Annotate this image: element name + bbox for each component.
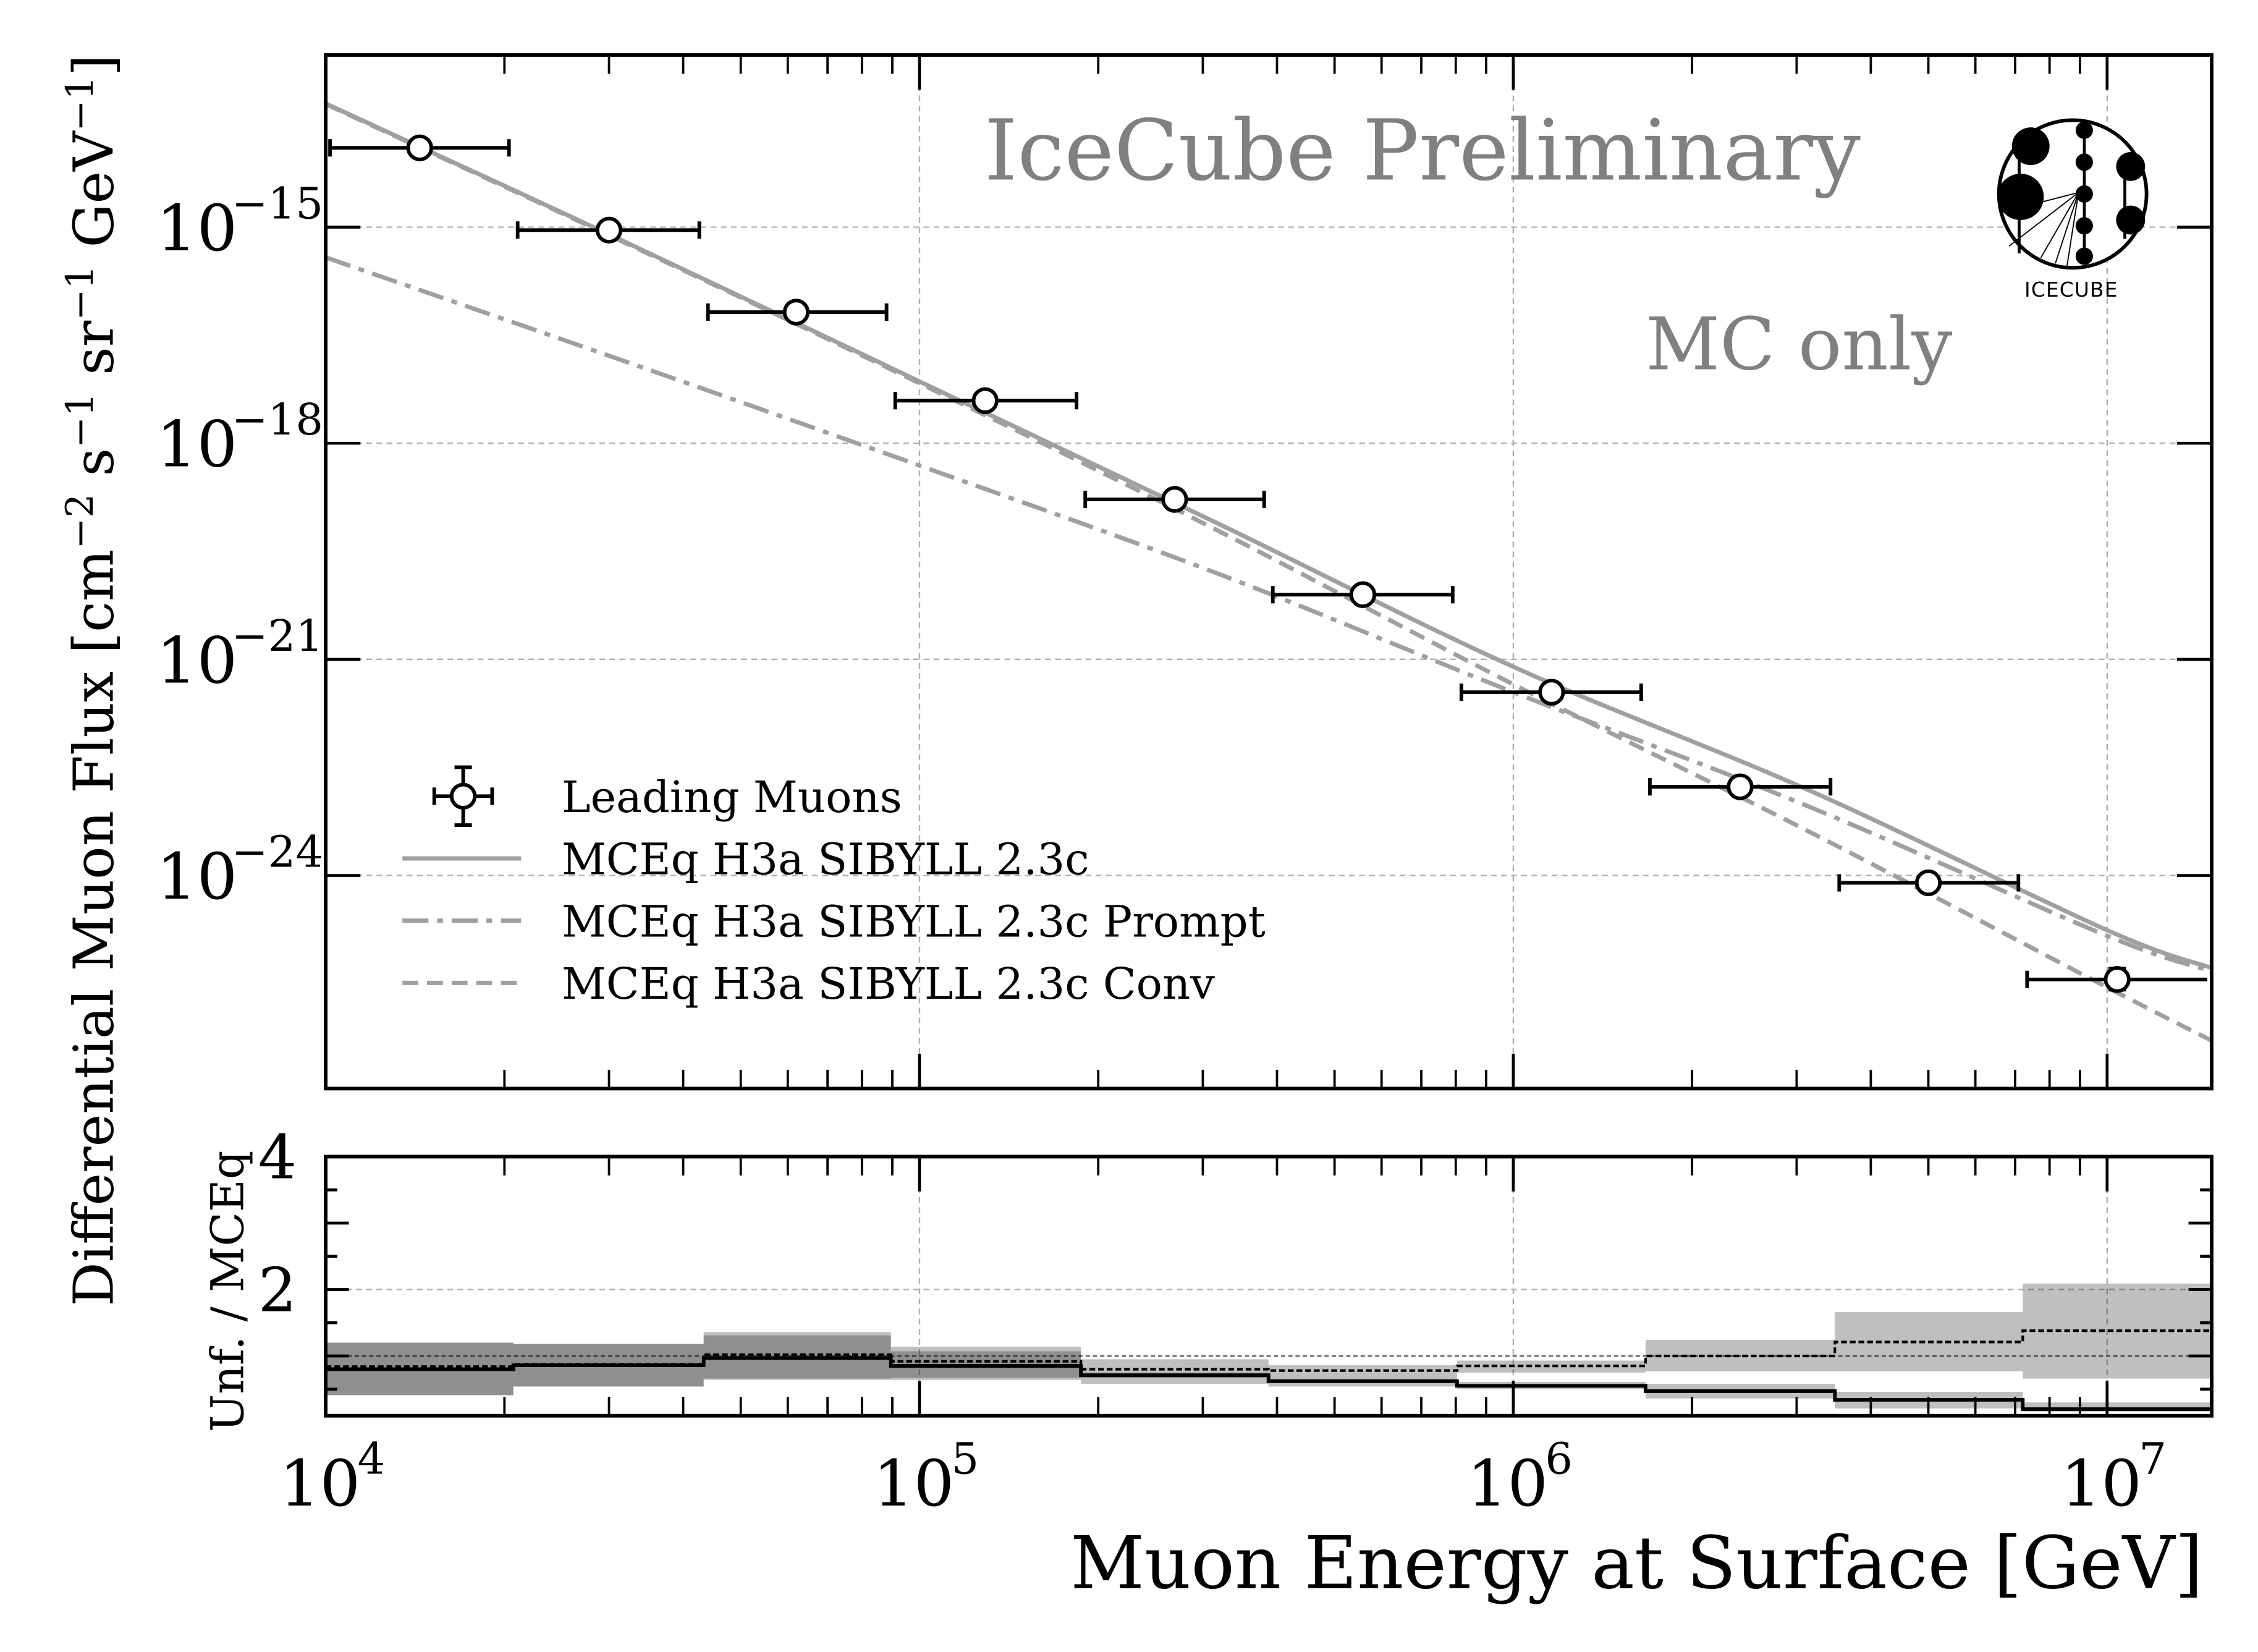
x-tick-label: 10 <box>873 1447 954 1521</box>
y-tick-label-exponent: −15 <box>232 178 323 229</box>
legend-label: MCEq H3a SIBYLL 2.3c Prompt <box>562 896 1266 947</box>
x-tick-label: 10 <box>1467 1447 1548 1521</box>
y-tick-label-exponent: −18 <box>232 394 323 445</box>
data-marker <box>971 387 999 414</box>
y-tick-label-exponent: −21 <box>232 611 323 661</box>
legend-label: MCEq H3a SIBYLL 2.3c Conv <box>562 959 1215 1009</box>
legend-item-prompt: MCEq H3a SIBYLL 2.3c Prompt <box>402 896 1266 947</box>
logo-text: ICECUBE <box>2024 278 2118 302</box>
y-axis-label: Differential Muon Flux [cm−2 s−1 sr−1 Ge… <box>58 54 126 1307</box>
data-point <box>1271 581 1455 608</box>
legend-label: Leading Muons <box>562 772 902 823</box>
data-marker <box>595 216 623 244</box>
ratio-grid <box>326 1156 2212 1416</box>
data-marker <box>1349 581 1377 608</box>
main-curves <box>326 101 2212 1043</box>
x-tick-label-exponent: 6 <box>1545 1433 1573 1484</box>
icecube-logo: ICECUBE <box>1997 118 2149 302</box>
annotation-mc-only: MC only <box>1646 302 1952 386</box>
legend-item-total: MCEq H3a SIBYLL 2.3c <box>402 834 1089 885</box>
x-tick-label: 10 <box>2061 1447 2142 1521</box>
legend: Leading Muons MCEq H3a SIBYLL 2.3c MCEq … <box>402 765 1266 1009</box>
watermark-preliminary: IceCube Preliminary <box>984 102 1861 200</box>
data-point <box>2025 966 2207 993</box>
x-tick-label-exponent: 5 <box>951 1433 979 1484</box>
x-tick-label-exponent: 7 <box>2139 1433 2167 1484</box>
legend-item-conv: MCEq H3a SIBYLL 2.3c Conv <box>402 959 1215 1009</box>
x-tick-label: 10 <box>279 1447 360 1521</box>
y-tick-label: 10 <box>156 840 237 914</box>
data-marker <box>1914 869 1942 897</box>
data-point <box>893 387 1079 414</box>
main-points <box>328 134 2207 993</box>
main-plot-frame <box>324 53 2214 1091</box>
data-marker <box>1727 773 1754 800</box>
data-point <box>328 134 511 161</box>
data-marker <box>782 299 810 326</box>
x-tick-label-exponent: 4 <box>358 1433 386 1484</box>
x-axis-label: Muon Energy at Surface [GeV] <box>1070 1520 2203 1605</box>
data-point <box>1459 679 1643 706</box>
ratio-uncertainty-band <box>1081 1359 1269 1384</box>
curve-dashdot <box>326 255 2212 973</box>
data-marker <box>1538 679 1565 706</box>
ratio-y-axis-label: Unf. / MCEq <box>203 1151 255 1432</box>
data-marker <box>406 134 433 161</box>
y-tick-label: 10 <box>156 192 237 266</box>
ratio-step-solid <box>326 1356 2212 1411</box>
ratio-steps <box>326 1329 2212 1411</box>
data-point <box>706 299 889 326</box>
ratio-uncertainty-band <box>1457 1360 1646 1373</box>
ratio-y-tick-label: 4 <box>258 1123 297 1193</box>
data-point <box>1083 486 1266 513</box>
data-marker <box>2104 966 2131 993</box>
y-tick-label-exponent: −24 <box>232 826 323 877</box>
ratio-step-dashed <box>326 1329 2212 1372</box>
ratio-y-tick-label: 2 <box>258 1256 297 1326</box>
ratio-plot-frame <box>324 1154 2214 1418</box>
legend-label: MCEq H3a SIBYLL 2.3c <box>562 834 1089 885</box>
data-point <box>1647 773 1833 800</box>
curve-dashed <box>326 102 2212 1043</box>
ratio-uncertainty-band <box>1268 1365 1457 1387</box>
ratio-bands <box>326 1283 2212 1412</box>
y-tick-label: 10 <box>156 624 237 698</box>
data-marker <box>1161 486 1188 513</box>
data-point <box>515 216 701 244</box>
data-point <box>1837 869 2021 897</box>
y-tick-label: 10 <box>156 408 237 482</box>
legend-item-leading-muons: Leading Muons <box>432 765 902 828</box>
